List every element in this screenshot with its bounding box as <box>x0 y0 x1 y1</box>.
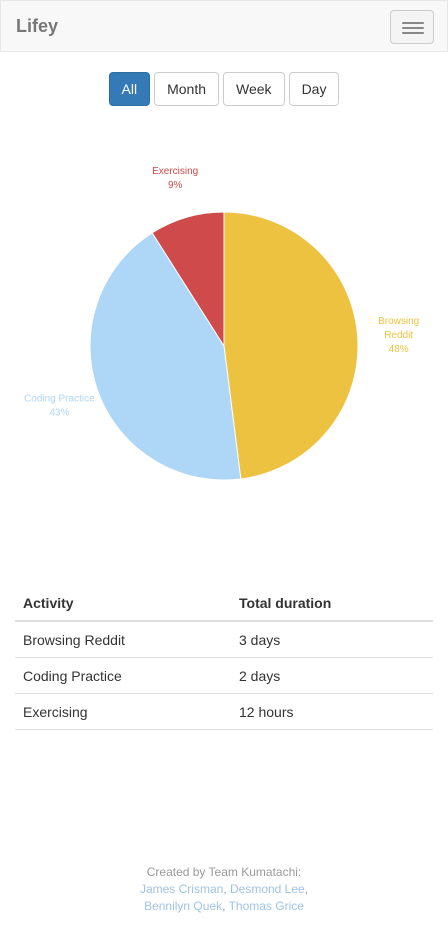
brand-logo[interactable]: Lifey <box>16 16 59 36</box>
pie-slice-label: Browsing Reddit 48% <box>378 316 419 355</box>
activity-cell: Exercising <box>15 693 231 730</box>
author-link[interactable]: Bennilyn Quek <box>144 899 223 913</box>
duration-cell: 2 days <box>231 657 433 694</box>
hamburger-menu-icon <box>402 32 424 34</box>
pie-slice[interactable] <box>223 211 359 480</box>
activity-table: Activity Total duration Browsing Reddit … <box>15 585 433 730</box>
author-link[interactable]: Desmond Lee <box>229 882 305 896</box>
filter-day-button[interactable]: Day <box>288 72 340 106</box>
author-link[interactable]: Thomas Grice <box>228 899 304 913</box>
column-header-activity: Activity <box>15 585 231 622</box>
filter-all-button[interactable]: All <box>108 72 151 106</box>
footer-credit: Created by Team Kumatachi: <box>146 865 302 879</box>
activity-cell: Browsing Reddit <box>15 621 231 658</box>
hamburger-menu-icon <box>402 27 424 29</box>
filter-week-button[interactable]: Week <box>223 72 285 106</box>
table-row: Browsing Reddit 3 days <box>15 621 433 658</box>
navbar: Lifey <box>0 0 448 52</box>
pie-slice-label: Coding Practice 43% <box>24 393 95 418</box>
pie-slice[interactable] <box>151 211 225 348</box>
pie-slice-label: Exercising 9% <box>152 166 198 191</box>
table-header-row: Activity Total duration <box>15 585 433 622</box>
author-link[interactable]: James Crisman <box>139 882 224 896</box>
duration-cell: 3 days <box>231 621 433 658</box>
table-row: Coding Practice 2 days <box>15 657 433 694</box>
activity-cell: Coding Practice <box>15 657 231 694</box>
filter-month-button[interactable]: Month <box>154 72 220 106</box>
footer: Created by Team Kumatachi: James Crisman… <box>0 864 448 915</box>
activity-pie-chart: Browsing Reddit 48% Coding Practice 43% Exerc… <box>24 166 419 481</box>
time-filter-group: All Month Week Day <box>0 72 448 106</box>
hamburger-menu-icon <box>402 22 424 24</box>
column-header-duration: Total duration <box>231 585 433 622</box>
menu-toggle-button[interactable] <box>390 10 434 44</box>
pie-slice[interactable] <box>89 232 242 481</box>
duration-cell: 12 hours <box>231 693 433 730</box>
table-row: Exercising 12 hours <box>15 693 433 730</box>
